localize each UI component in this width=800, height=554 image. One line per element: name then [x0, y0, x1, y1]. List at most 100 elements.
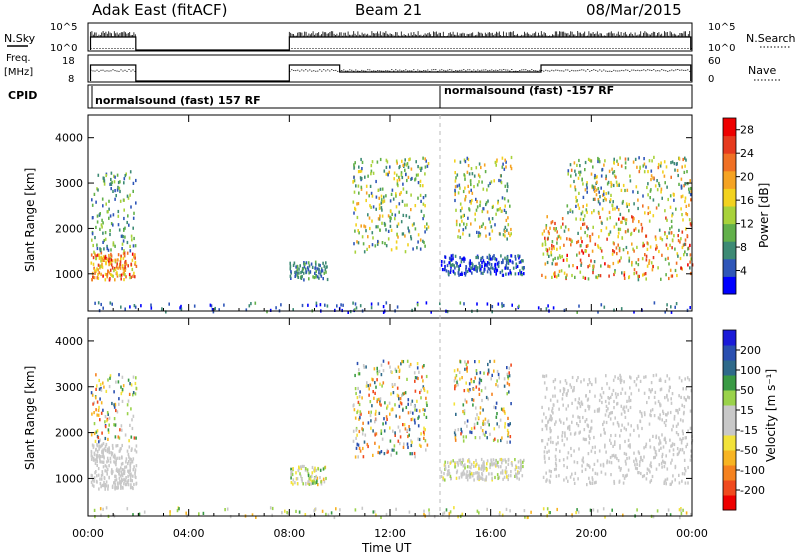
- echo-cell: [478, 265, 481, 269]
- echo-cell: [479, 203, 481, 208]
- echo-cell: [400, 402, 403, 406]
- echo-cell: [506, 255, 509, 260]
- echo-cell: [643, 157, 645, 161]
- echo-cell: [444, 467, 447, 471]
- echo-cell: [378, 206, 381, 210]
- nave-sample: [309, 69, 311, 71]
- echo-cell: [106, 247, 109, 251]
- echo-cell: [476, 475, 479, 479]
- colorbar-swatch: [723, 405, 736, 421]
- echo-cell: [642, 204, 644, 208]
- nsearch-sample: [459, 48, 461, 49]
- cpid-panel: CPID normalsound (fast) 157 RF normalsou…: [8, 84, 693, 109]
- echo-cell: [678, 508, 681, 512]
- nsearch-sample: [600, 48, 602, 49]
- echo-cell: [592, 468, 594, 472]
- echo-cell: [559, 236, 562, 240]
- echo-cell: [632, 190, 634, 194]
- nave-sample: [347, 70, 349, 72]
- echo-cell: [382, 369, 385, 373]
- echo-cell: [649, 470, 651, 474]
- echo-cell: [580, 261, 583, 265]
- echo-cell: [104, 487, 106, 491]
- echo-cell: [616, 252, 618, 256]
- echo-cell: [602, 507, 605, 511]
- nave-sample: [561, 70, 563, 72]
- echo-cell: [442, 478, 444, 482]
- echo-cell: [604, 445, 606, 449]
- echo-cell: [576, 461, 579, 465]
- echo-cell: [420, 396, 422, 400]
- echo-cell: [389, 412, 391, 416]
- echo-cell: [129, 249, 132, 253]
- nave-sample: [327, 69, 329, 71]
- echo-cell: [612, 207, 614, 211]
- echo-cell: [135, 450, 138, 454]
- echo-cell: [468, 465, 471, 469]
- echo-cell: [613, 442, 616, 446]
- echo-cell: [486, 459, 489, 463]
- echo-cell: [592, 271, 594, 275]
- echo-cell: [652, 214, 655, 218]
- echo-cell: [134, 471, 136, 476]
- echo-cell: [640, 222, 643, 227]
- echo-cell: [398, 375, 401, 380]
- echo-cell: [302, 482, 304, 486]
- x-tick-label: 16:00: [475, 527, 507, 540]
- echo-cell: [680, 184, 683, 188]
- echo-cell: [527, 515, 529, 519]
- echo-cell: [615, 175, 617, 179]
- echo-cell: [115, 478, 118, 482]
- echo-cell: [119, 199, 122, 203]
- echo-cell: [465, 400, 468, 404]
- echo-cell: [613, 250, 616, 254]
- echo-cell: [582, 460, 585, 464]
- echo-cell: [504, 425, 506, 429]
- echo-cell: [496, 369, 499, 374]
- echo-cell: [353, 408, 356, 412]
- echo-cell: [140, 304, 142, 308]
- echo-cell: [581, 240, 583, 244]
- echo-cell: [629, 405, 632, 410]
- echo-cell: [589, 235, 592, 240]
- echo-cell: [584, 230, 586, 235]
- echo-cell: [114, 455, 116, 459]
- nave-sample: [441, 69, 443, 71]
- echo-cell: [618, 217, 620, 221]
- nave-sample: [635, 70, 637, 72]
- nsearch-sample: [363, 48, 365, 49]
- echo-cell: [309, 475, 312, 479]
- echo-cell: [563, 308, 566, 312]
- echo-cell: [593, 481, 596, 485]
- echo-cell: [356, 361, 359, 366]
- echo-cell: [550, 470, 552, 474]
- nsearch-sample: [423, 48, 425, 49]
- echo-cell: [549, 474, 552, 478]
- echo-cell: [508, 366, 511, 370]
- echo-cell: [554, 256, 556, 260]
- echo-cell: [110, 254, 113, 258]
- nsearch-sample: [324, 48, 326, 49]
- echo-cell: [357, 170, 360, 174]
- echo-cell: [601, 256, 604, 260]
- echo-cell: [662, 445, 665, 449]
- echo-cell: [295, 471, 297, 475]
- echo-cell: [474, 212, 476, 216]
- echo-cell: [645, 375, 647, 379]
- echo-cell: [389, 219, 392, 223]
- echo-cell: [613, 170, 616, 174]
- nave-sample: [489, 69, 491, 71]
- echo-cell: [281, 511, 283, 515]
- echo-cell: [562, 387, 565, 391]
- echo-cell: [99, 212, 101, 216]
- nave-sample: [533, 70, 535, 71]
- echo-cell: [358, 372, 361, 376]
- echo-cell: [502, 477, 504, 481]
- echo-cell: [616, 402, 618, 406]
- echo-cell: [444, 464, 447, 468]
- echo-cell: [599, 195, 601, 199]
- echo-cell: [104, 444, 107, 449]
- echo-cell: [673, 193, 675, 197]
- echo-cell: [584, 168, 586, 172]
- echo-cell: [517, 272, 520, 276]
